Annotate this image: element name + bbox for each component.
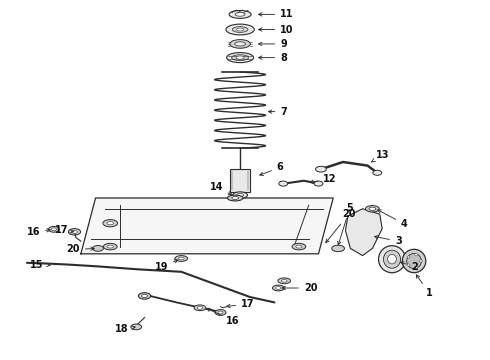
Text: 4: 4 bbox=[378, 210, 408, 229]
Text: 19: 19 bbox=[154, 260, 178, 272]
Ellipse shape bbox=[373, 170, 382, 175]
Ellipse shape bbox=[407, 253, 421, 269]
Ellipse shape bbox=[235, 13, 245, 16]
Text: 6: 6 bbox=[260, 162, 284, 175]
Ellipse shape bbox=[388, 255, 396, 264]
Text: 10: 10 bbox=[259, 24, 294, 35]
Ellipse shape bbox=[175, 256, 188, 261]
Ellipse shape bbox=[72, 230, 77, 234]
Text: 12: 12 bbox=[310, 174, 337, 184]
Ellipse shape bbox=[194, 305, 206, 311]
Ellipse shape bbox=[233, 192, 247, 198]
Text: 17: 17 bbox=[55, 225, 74, 235]
Ellipse shape bbox=[218, 311, 223, 314]
Ellipse shape bbox=[107, 245, 113, 248]
Ellipse shape bbox=[279, 181, 288, 186]
Ellipse shape bbox=[384, 250, 401, 268]
Ellipse shape bbox=[237, 194, 244, 197]
Text: 11: 11 bbox=[259, 9, 294, 19]
Ellipse shape bbox=[103, 220, 118, 227]
Text: 16: 16 bbox=[26, 227, 50, 237]
Text: 5: 5 bbox=[338, 203, 353, 245]
Ellipse shape bbox=[332, 245, 344, 252]
Ellipse shape bbox=[402, 249, 426, 273]
Text: 14: 14 bbox=[209, 182, 232, 195]
Ellipse shape bbox=[226, 24, 254, 35]
Text: 18: 18 bbox=[115, 324, 135, 334]
Ellipse shape bbox=[232, 197, 239, 199]
Ellipse shape bbox=[237, 28, 244, 31]
Ellipse shape bbox=[369, 207, 376, 211]
Ellipse shape bbox=[275, 287, 281, 289]
Text: 17: 17 bbox=[227, 299, 255, 309]
Ellipse shape bbox=[236, 56, 244, 59]
Ellipse shape bbox=[366, 206, 379, 212]
Ellipse shape bbox=[278, 278, 291, 284]
Text: 3: 3 bbox=[375, 235, 402, 246]
Ellipse shape bbox=[93, 246, 103, 251]
Ellipse shape bbox=[235, 42, 245, 46]
Circle shape bbox=[415, 266, 417, 269]
Ellipse shape bbox=[272, 285, 284, 291]
Text: 20: 20 bbox=[66, 244, 94, 255]
Ellipse shape bbox=[68, 229, 80, 235]
Circle shape bbox=[407, 256, 410, 258]
Ellipse shape bbox=[107, 222, 114, 225]
Polygon shape bbox=[345, 209, 382, 256]
Circle shape bbox=[415, 253, 417, 256]
Text: 9: 9 bbox=[259, 39, 287, 49]
Ellipse shape bbox=[138, 293, 151, 299]
Circle shape bbox=[419, 260, 422, 262]
Ellipse shape bbox=[103, 243, 117, 250]
Ellipse shape bbox=[178, 257, 184, 260]
Circle shape bbox=[407, 264, 410, 266]
Ellipse shape bbox=[197, 306, 203, 309]
Ellipse shape bbox=[227, 195, 243, 201]
Ellipse shape bbox=[296, 245, 302, 248]
Text: 8: 8 bbox=[259, 53, 287, 63]
Ellipse shape bbox=[378, 246, 406, 273]
Ellipse shape bbox=[232, 55, 248, 60]
Ellipse shape bbox=[229, 10, 251, 18]
Ellipse shape bbox=[281, 279, 287, 282]
Ellipse shape bbox=[215, 310, 226, 315]
Ellipse shape bbox=[314, 181, 323, 186]
Ellipse shape bbox=[51, 228, 56, 231]
Text: 7: 7 bbox=[269, 107, 287, 117]
Text: 20: 20 bbox=[326, 209, 356, 243]
Ellipse shape bbox=[230, 40, 250, 48]
Ellipse shape bbox=[131, 324, 142, 330]
Text: 13: 13 bbox=[371, 150, 390, 162]
Text: 1: 1 bbox=[416, 275, 433, 298]
Text: 2: 2 bbox=[400, 262, 418, 272]
Ellipse shape bbox=[292, 243, 306, 250]
Ellipse shape bbox=[232, 27, 248, 32]
Polygon shape bbox=[81, 198, 333, 254]
Text: 16: 16 bbox=[207, 308, 240, 326]
Text: 15: 15 bbox=[29, 260, 50, 270]
Ellipse shape bbox=[226, 53, 254, 63]
Ellipse shape bbox=[316, 166, 326, 172]
Ellipse shape bbox=[142, 294, 147, 297]
Text: 20: 20 bbox=[282, 283, 318, 293]
Bar bbox=[230, 169, 250, 192]
Ellipse shape bbox=[49, 226, 59, 232]
